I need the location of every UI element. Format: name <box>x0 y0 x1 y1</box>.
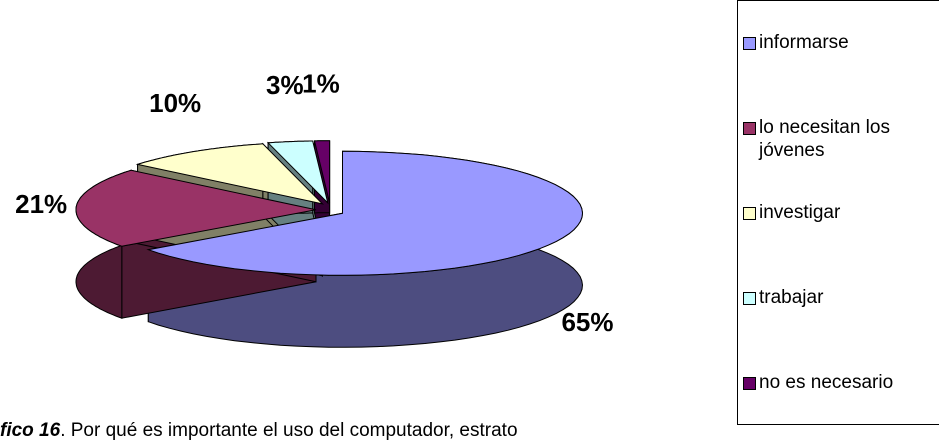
caption-label: fico 16 <box>0 420 61 441</box>
legend-label: trabajar <box>759 287 824 308</box>
data-label: 10% <box>149 88 201 118</box>
legend-label: informarse <box>759 32 849 53</box>
legend-swatch <box>743 37 756 50</box>
legend: informarse lo necesitan los jóvenes invest… <box>737 0 939 425</box>
slice <box>266 140 329 205</box>
legend-swatch <box>743 292 756 305</box>
legend-item: investigar <box>743 201 939 224</box>
legend-swatch <box>743 377 756 390</box>
legend-item: no es necesario <box>743 371 939 394</box>
caption-text: . Por qué es importante el uso del compu… <box>60 420 518 441</box>
legend-swatch <box>743 122 756 135</box>
legend-swatch <box>743 207 756 220</box>
slice <box>75 169 317 247</box>
chart: 65% 21% 10% 3%1% <box>15 69 614 348</box>
legend-item: informarse <box>743 31 939 54</box>
legend-item: trabajar <box>743 286 939 309</box>
caption: fico 16. Por qué es importante el uso de… <box>0 420 518 442</box>
legend-item: lo necesitan los jóvenes <box>743 116 939 162</box>
slice <box>313 140 331 203</box>
slice <box>146 150 584 276</box>
data-label: 65% <box>561 307 613 337</box>
data-label: 3% <box>266 70 304 100</box>
legend-label: lo necesitan los jóvenes <box>759 117 890 161</box>
legend-label: no es necesario <box>759 372 894 393</box>
legend-label: investigar <box>759 202 841 223</box>
slice <box>135 143 325 205</box>
data-label: 1% <box>302 69 340 99</box>
data-label: 21% <box>15 189 67 219</box>
